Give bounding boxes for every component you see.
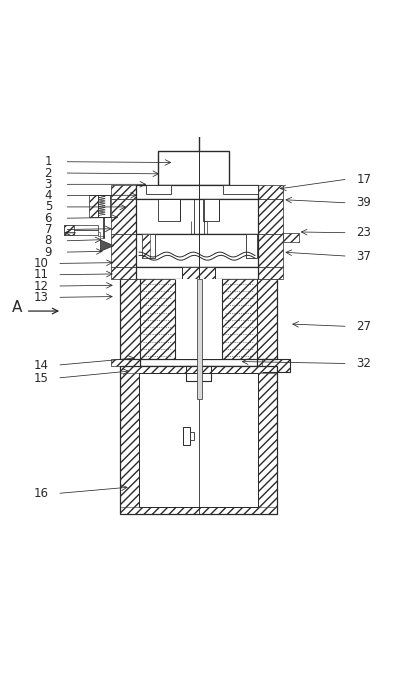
Text: 3: 3	[45, 178, 52, 191]
Text: 13: 13	[34, 291, 49, 304]
Bar	[262, 359, 290, 372]
Bar	[258, 267, 283, 279]
Bar	[222, 279, 257, 359]
Bar	[136, 267, 258, 279]
Bar	[136, 185, 258, 199]
Polygon shape	[100, 240, 114, 251]
Bar	[136, 199, 258, 234]
Bar	[258, 234, 283, 267]
Bar	[89, 195, 98, 217]
Bar	[182, 267, 215, 280]
Text: 17: 17	[356, 173, 371, 185]
Bar	[141, 359, 257, 366]
Text: 2: 2	[45, 167, 52, 179]
Bar	[186, 366, 211, 381]
Text: 23: 23	[356, 226, 371, 239]
Bar	[186, 366, 211, 381]
Text: 6: 6	[45, 212, 52, 225]
Text: 11: 11	[34, 268, 49, 281]
Bar	[158, 199, 180, 221]
Bar	[111, 199, 136, 234]
Bar	[146, 185, 171, 194]
Bar	[257, 279, 277, 359]
Bar	[64, 230, 98, 235]
Bar	[158, 151, 229, 185]
Bar	[98, 232, 100, 236]
Text: 16: 16	[34, 487, 49, 500]
Bar	[258, 199, 283, 234]
Text: 9: 9	[45, 246, 52, 259]
Bar	[223, 185, 258, 194]
Text: 1: 1	[45, 155, 52, 168]
Text: 32: 32	[356, 357, 371, 370]
Bar	[120, 366, 277, 373]
Bar	[120, 279, 141, 359]
Text: A: A	[12, 301, 22, 315]
Bar	[100, 236, 104, 238]
Bar	[257, 359, 286, 366]
Text: 4: 4	[45, 189, 52, 202]
Bar	[64, 225, 74, 235]
Bar	[246, 234, 258, 258]
Bar	[120, 366, 139, 514]
Bar	[111, 234, 136, 267]
Text: 14: 14	[34, 359, 49, 372]
Bar	[64, 225, 98, 230]
Bar	[142, 234, 155, 258]
Bar	[142, 234, 150, 258]
Text: 37: 37	[356, 250, 371, 263]
Bar	[139, 373, 258, 507]
Bar	[258, 185, 283, 199]
Text: 8: 8	[45, 234, 52, 247]
Bar	[202, 199, 219, 221]
Bar	[114, 250, 136, 258]
Bar	[190, 432, 194, 440]
Bar	[175, 279, 222, 359]
Bar	[258, 366, 277, 514]
Bar	[120, 507, 277, 514]
Text: 5: 5	[45, 200, 52, 213]
Bar	[136, 234, 258, 267]
Bar	[111, 185, 136, 199]
Bar	[98, 195, 111, 217]
Bar	[111, 359, 141, 366]
Text: 12: 12	[34, 280, 49, 292]
Text: 27: 27	[356, 320, 371, 333]
Bar	[114, 239, 136, 250]
Text: 39: 39	[356, 196, 371, 209]
Bar	[197, 279, 202, 399]
Text: 7: 7	[45, 223, 52, 236]
Text: 15: 15	[34, 372, 49, 385]
Bar	[141, 279, 175, 359]
Bar	[183, 427, 190, 445]
Bar	[283, 233, 298, 242]
Text: 10: 10	[34, 257, 49, 270]
Bar	[111, 267, 136, 279]
